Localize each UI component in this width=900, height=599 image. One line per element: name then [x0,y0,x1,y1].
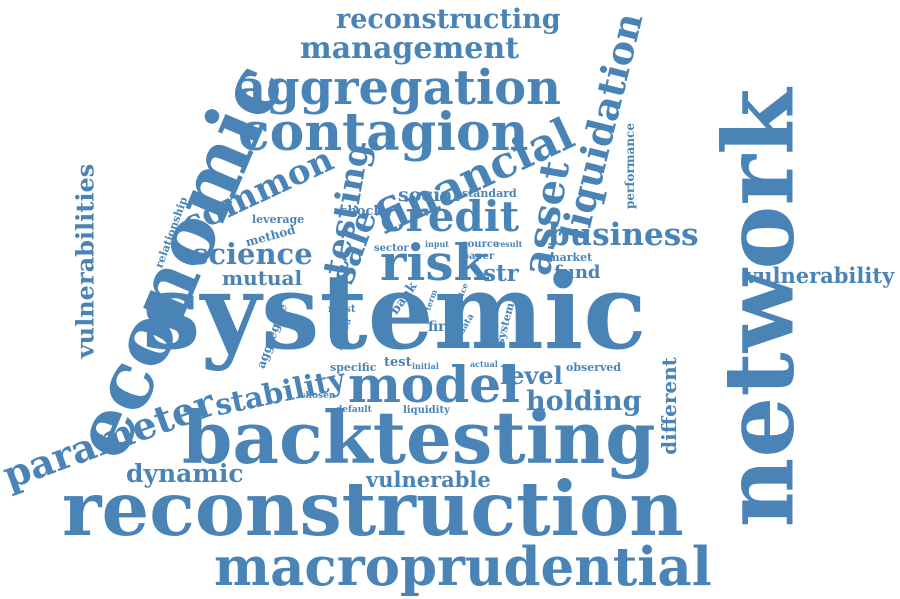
word-model: model [348,355,521,414]
word-source: source [462,239,500,250]
word-fire: fire [428,319,455,335]
word-credit: credit [380,192,520,241]
word-liquidity: liquidity [403,405,450,416]
word-dynamic: dynamic [126,459,244,488]
word-actual: actual [470,359,498,369]
word-different: different [656,357,681,455]
word-sector: sector [374,243,409,254]
word-shock: shock [340,204,383,219]
word-contagion: contagion [238,102,529,163]
word-result: result [496,239,523,249]
word-holding: holding [526,386,642,417]
word-reconstructing: reconstructing [336,4,561,35]
word-test: test [384,355,412,370]
word-default: default [336,405,372,415]
word-vulnerable: vulnerable [366,467,491,492]
word-level: level [500,361,563,390]
word-risk: risk [380,233,489,292]
word-chosen: chosen [300,391,336,401]
word-standard: standard [462,187,517,200]
word-social: social [398,184,460,206]
word-macroprudential: macroprudential [214,536,712,598]
word-initial: initial [412,361,439,371]
word-business: business [548,217,699,253]
word-fund: fund [554,262,601,283]
word-str: str [483,260,519,287]
word-leverage: leverage [252,213,305,226]
word-vulnerabilities: vulnerabilities [70,163,100,359]
word-paper: paper [462,251,495,262]
word-performance: performance [622,123,637,209]
word-vulnerability: vulnerability [745,263,895,288]
word-network: network [702,88,816,528]
word-systemic: systemic [142,250,647,373]
word-management: management [300,31,519,66]
word-specific: specific [330,361,377,374]
word-aggregation: aggregation [235,60,562,116]
word-backtesting: backtesting [182,395,656,480]
word-most: most [328,304,356,315]
word-mutual: mutual [222,266,303,290]
word-input: input [425,239,449,249]
word-market: market [548,251,593,264]
word-science: science [192,237,313,271]
word-observed: observed [566,361,622,374]
word-reconstruction: reconstruction [62,465,684,553]
